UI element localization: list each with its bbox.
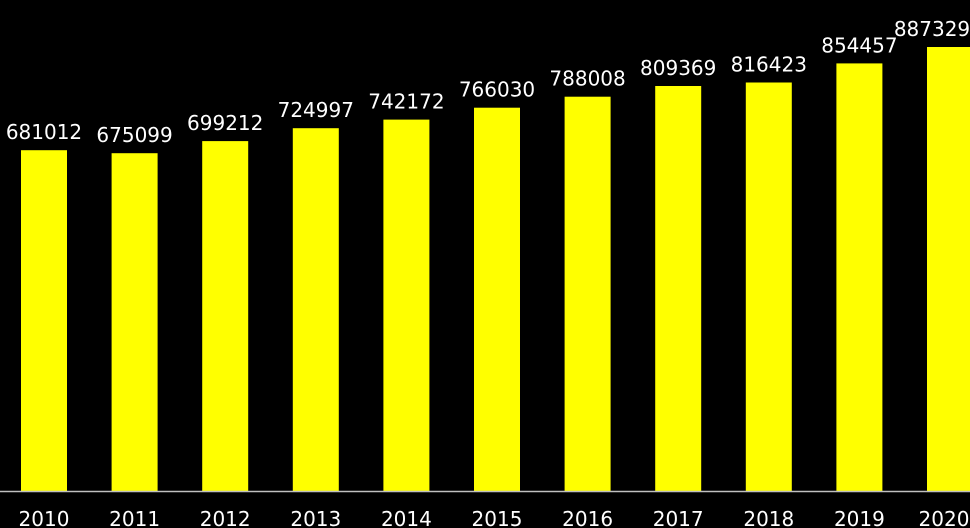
x-tick-labels-layer: 2010 2011 2012 2013 2014 2015 2016 2017 2018 2019… (19, 507, 970, 528)
bar-2020 (927, 47, 970, 491)
bars-layer (21, 47, 970, 492)
data-label-2012: 699212 (187, 111, 263, 135)
bar-2016 (564, 96, 611, 491)
bar-2018 (745, 82, 792, 491)
data-labels-layer: 681012 675099 699212 724997 742172 766030 7880… (6, 17, 970, 147)
bar-2015 (474, 107, 520, 491)
data-label-2010: 681012 (6, 120, 82, 144)
data-label-2016: 788008 (549, 67, 625, 91)
data-label-2019: 854457 (821, 33, 897, 57)
x-tick-label-2013: 2013 (290, 507, 341, 528)
data-label-2011: 675099 (96, 123, 172, 147)
data-label-2015: 766030 (459, 78, 535, 102)
bar-2017 (655, 86, 702, 491)
bar-2019 (836, 63, 883, 492)
data-label-2014: 742172 (368, 90, 444, 114)
x-tick-label-2012: 2012 (200, 507, 251, 528)
data-label-2013: 724997 (278, 98, 354, 122)
bar-2012 (202, 141, 249, 491)
x-tick-label-2017: 2017 (653, 507, 704, 528)
bar-2010 (21, 150, 67, 491)
x-tick-label-2019: 2019 (834, 507, 885, 528)
bar-2014 (383, 119, 430, 491)
data-label-2020: 887329 (894, 17, 970, 41)
data-label-2017: 809369 (640, 56, 716, 80)
data-label-2018: 816423 (731, 53, 807, 77)
x-tick-label-2010: 2010 (19, 507, 70, 528)
x-tick-label-2014: 2014 (381, 507, 432, 528)
x-tick-label-2020: 2020 (919, 507, 970, 528)
x-tick-label-2011: 2011 (109, 507, 160, 528)
x-tick-label-2018: 2018 (743, 507, 794, 528)
x-tick-label-2015: 2015 (472, 507, 523, 528)
x-tick-label-2016: 2016 (562, 507, 613, 528)
bar-2011 (111, 153, 158, 491)
bar-2013 (292, 128, 339, 491)
